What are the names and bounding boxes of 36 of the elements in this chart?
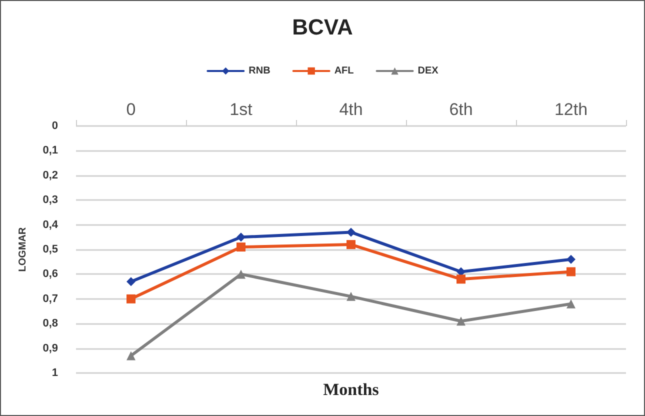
x-tick-label: 4th — [339, 100, 363, 119]
y-tick-label: 0 — [52, 120, 58, 132]
y-tick-label: 0,1 — [42, 144, 58, 157]
point — [236, 270, 246, 279]
point — [456, 274, 466, 284]
x-axis-title: Months — [323, 380, 380, 399]
legend-label: RNB — [248, 66, 270, 76]
legend-label: DEX — [418, 66, 439, 76]
point — [566, 299, 576, 308]
point — [456, 316, 466, 326]
y-tick-label: 0,6 — [42, 268, 58, 280]
y-tick-label: 1 — [52, 367, 58, 379]
y-tick-label: 0,8 — [42, 318, 58, 330]
legend-label: AFL — [334, 66, 354, 76]
y-tick-label: 0,4 — [42, 218, 59, 231]
point — [126, 277, 136, 286]
y-tick-label: 0,5 — [42, 244, 58, 256]
y-tick-label: 0,9 — [42, 342, 58, 354]
point — [236, 232, 246, 242]
y-axis-title: LOGMAR — [18, 226, 28, 272]
y-tick-label: 0,2 — [42, 169, 58, 182]
chart-title: BCVA — [292, 14, 353, 40]
point — [126, 351, 136, 360]
y-tick-label: 0,7 — [42, 292, 58, 305]
point — [566, 254, 576, 264]
point — [236, 242, 246, 252]
point — [126, 294, 136, 304]
point — [346, 292, 356, 301]
y-tick-label: 0,3 — [42, 194, 58, 206]
point — [566, 267, 576, 276]
x-tick-label: 0 — [126, 100, 136, 119]
x-tick-label: 6th — [449, 100, 473, 119]
point — [346, 240, 356, 250]
x-tick-label: 1st — [230, 100, 253, 119]
point — [346, 228, 356, 237]
x-tick-label: 12th — [554, 100, 588, 119]
